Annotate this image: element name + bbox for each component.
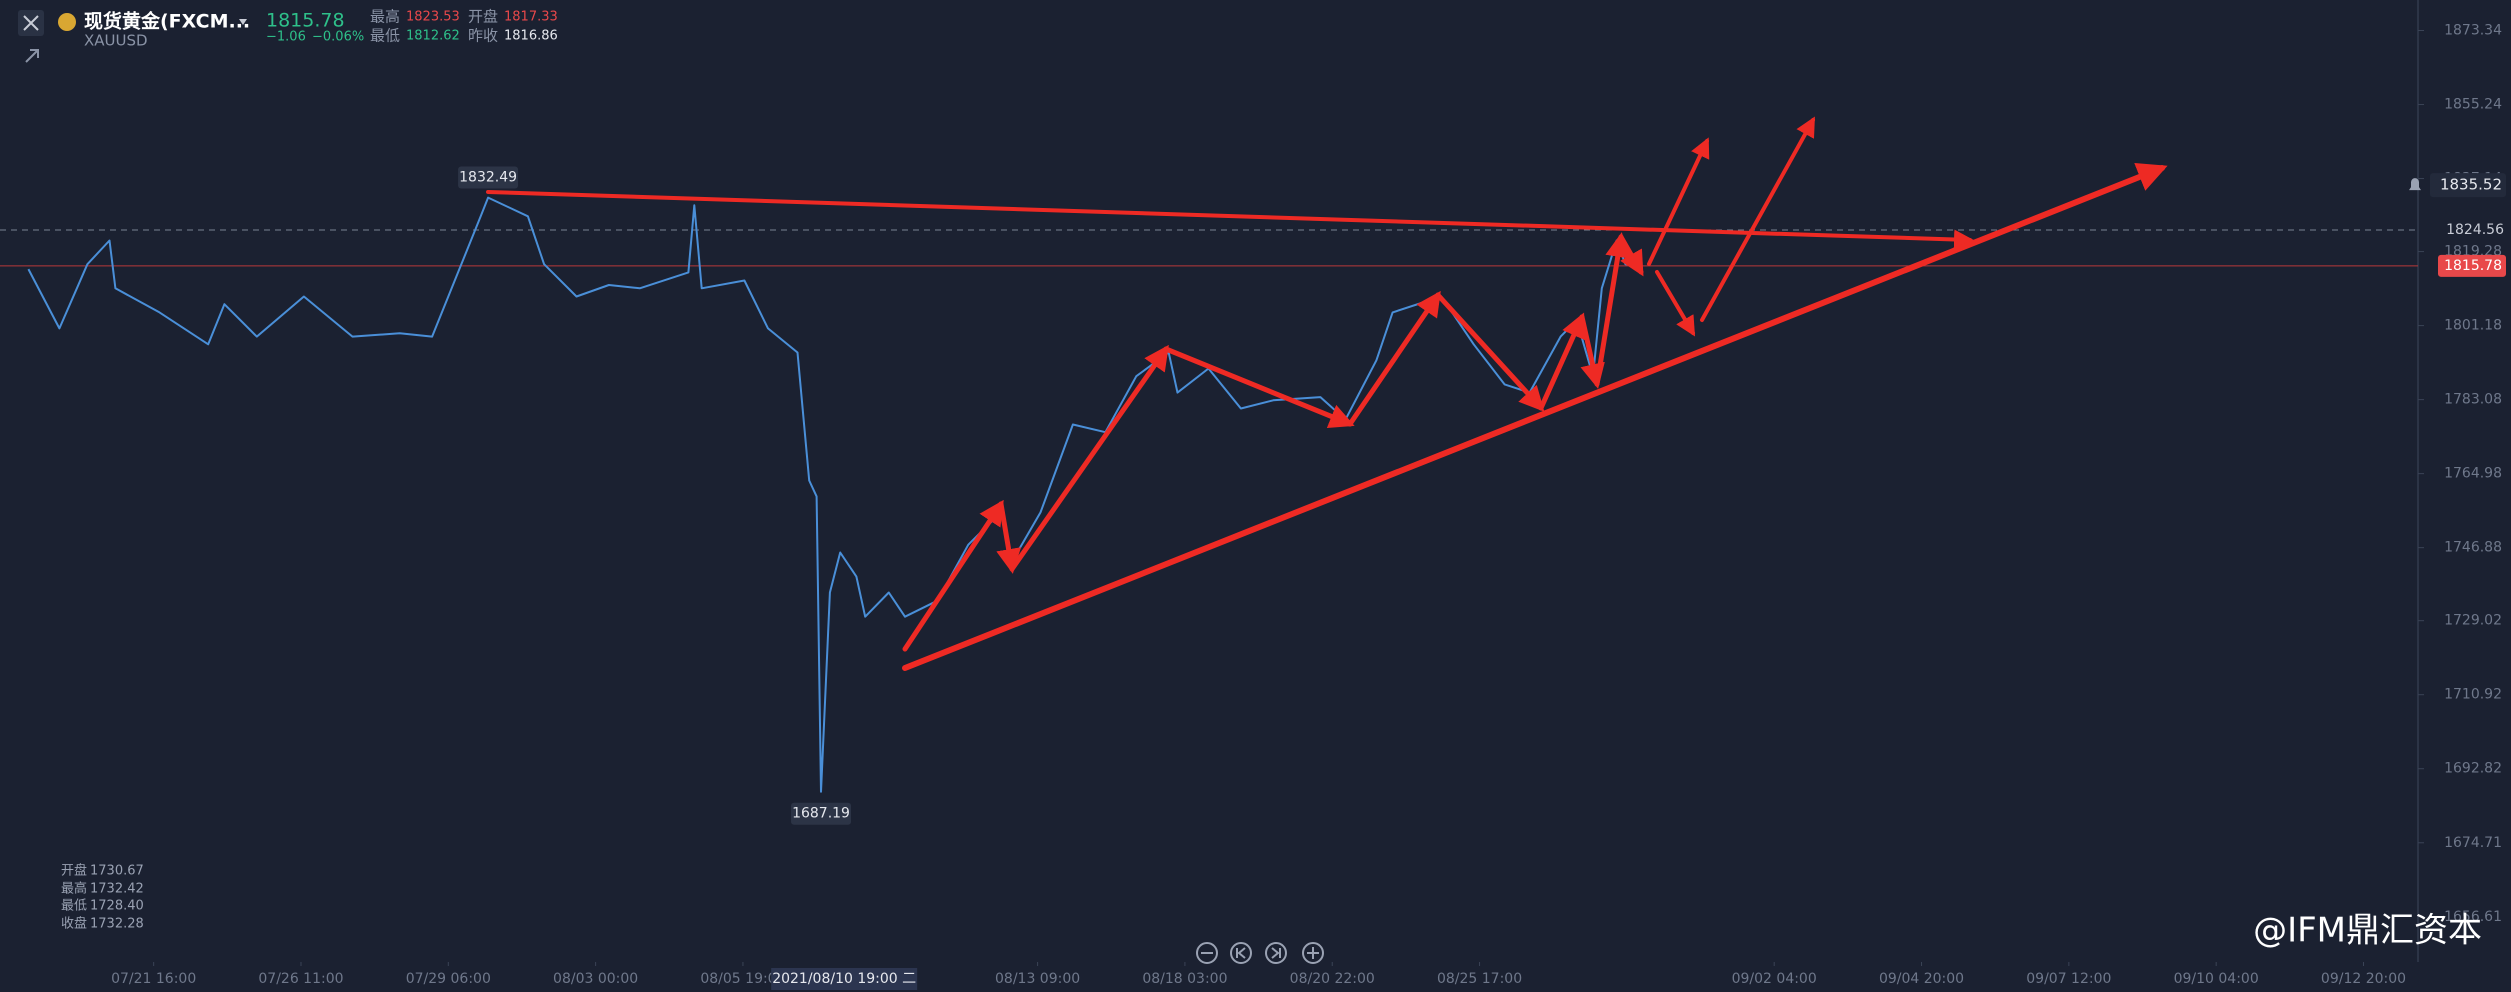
y-tick-label: 1855.24 [2444, 97, 2502, 113]
x-tick-label: 07/21 16:00 [111, 971, 196, 987]
ohlc-panel: 开盘 1730.67 最高 1732.42 最低 1728.40 收盘 1732… [61, 863, 144, 932]
ohlc-label: 开盘 [61, 863, 87, 879]
x-tick-label: 09/02 04:00 [1732, 971, 1817, 987]
price-box [2430, 173, 2506, 198]
nav-glyphs [1201, 947, 1319, 959]
swing-arrow [996, 501, 1021, 574]
ohlc-value: 1732.28 [90, 917, 144, 932]
symbol-name[interactable]: 现货黄金(FXCM... [84, 10, 250, 33]
symbol-code: XAUUSD [84, 32, 148, 50]
last-price: 1815.78 [266, 10, 345, 32]
x-tick-label: 09/07 12:00 [2026, 971, 2111, 987]
annotation-box [791, 802, 852, 825]
next-button[interactable] [1265, 942, 1287, 964]
plot-area: 1873.341855.241837.141819.281801.181783.… [0, 23, 2506, 990]
projection-arrow [1655, 270, 1696, 337]
x-tick-label: 09/04 20:00 [1879, 971, 1964, 987]
gold-icon [58, 13, 76, 31]
x-tick-label: 08/13 09:00 [995, 971, 1080, 987]
swing-arrow [1435, 292, 1545, 412]
watermark: @IFM鼎汇资本 [2253, 911, 2482, 951]
x-tick-label: 08/03 00:00 [553, 971, 638, 987]
stat-value: 1817.33 [504, 10, 558, 25]
x-tick-label: 08/20 22:00 [1290, 971, 1375, 987]
projection-arrow [1647, 137, 1710, 266]
x-tick-label: 08/25 17:00 [1437, 971, 1522, 987]
y-tick-label: 1764.98 [2444, 466, 2502, 482]
y-tick-label: 1783.08 [2444, 392, 2502, 408]
stat-value: 1816.86 [504, 29, 558, 44]
price-line-label: 1824.56 [2446, 222, 2504, 238]
y-tick-label: 1729.02 [2444, 613, 2502, 629]
projection-arrow [1700, 116, 1815, 322]
x-tick-label: 08/05 19:00 [700, 971, 785, 987]
y-tick-label: 1801.18 [2444, 318, 2502, 334]
stat-label: 昨收 [468, 27, 498, 45]
alert-icon [2409, 178, 2421, 191]
x-tick-label: 08/18 03:00 [1142, 971, 1227, 987]
crosshair-box [771, 968, 918, 990]
swing-arrow [1538, 312, 1586, 411]
stat-label: 最低 [370, 27, 400, 45]
price-box [2438, 254, 2506, 277]
annotation-label: 1687.19 [792, 806, 850, 822]
change: −1.06 [266, 30, 306, 45]
price-line-label: 1815.78 [2444, 258, 2502, 274]
close-icon [23, 15, 39, 31]
dropdown-icon[interactable] [239, 19, 247, 25]
swing-arrow [1009, 344, 1169, 572]
stat-label: 最高 [370, 8, 400, 26]
expand-icon[interactable] [25, 49, 39, 63]
swing-arrow [1579, 314, 1605, 389]
x-tick-label: 07/29 06:00 [406, 971, 491, 987]
swing-arrow [1163, 346, 1355, 429]
ohlc-label: 最低 [61, 899, 87, 914]
ohlc-value: 1732.42 [90, 882, 144, 897]
ohlc-label: 收盘 [61, 916, 87, 932]
stat-value: 1823.53 [406, 10, 460, 25]
resistance-arrow [486, 190, 1974, 250]
swing-arrow [1347, 290, 1441, 427]
crosshair-label: 2021/08/10 19:00 二 [772, 971, 916, 987]
prev-button[interactable] [1230, 942, 1252, 964]
y-tick-label: 1710.92 [2444, 687, 2502, 703]
ohlc-value: 1730.67 [90, 864, 144, 879]
ohlc-label: 最高 [61, 881, 87, 897]
y-tick-label: 1674.71 [2444, 835, 2502, 851]
change-pct: −0.06% [312, 30, 364, 45]
stat-label: 开盘 [468, 8, 498, 26]
swing-arrow [1618, 234, 1644, 277]
x-tick-label: 09/12 20:00 [2321, 971, 2406, 987]
ohlc-value: 1728.40 [90, 899, 144, 914]
y-tick-label: 1656.61 [2444, 909, 2502, 925]
annotation-drawings [486, 116, 2168, 671]
y-tick-label: 1746.88 [2444, 540, 2502, 556]
swing-arrow [1594, 232, 1631, 387]
support-arrow [902, 162, 2168, 671]
price-line-label: 1835.52 [2440, 176, 2502, 194]
y-tick-label: 1873.34 [2444, 23, 2502, 39]
swing-arrow [902, 499, 1004, 652]
annotation-label: 1832.49 [459, 170, 517, 186]
stat-value: 1812.62 [406, 29, 460, 44]
x-tick-label: 07/26 11:00 [258, 971, 343, 987]
x-tick-label: 09/10 04:00 [2174, 971, 2259, 987]
annotation-box [458, 166, 519, 189]
nav-controls [1196, 942, 1324, 964]
y-tick-label: 1692.82 [2444, 761, 2502, 777]
